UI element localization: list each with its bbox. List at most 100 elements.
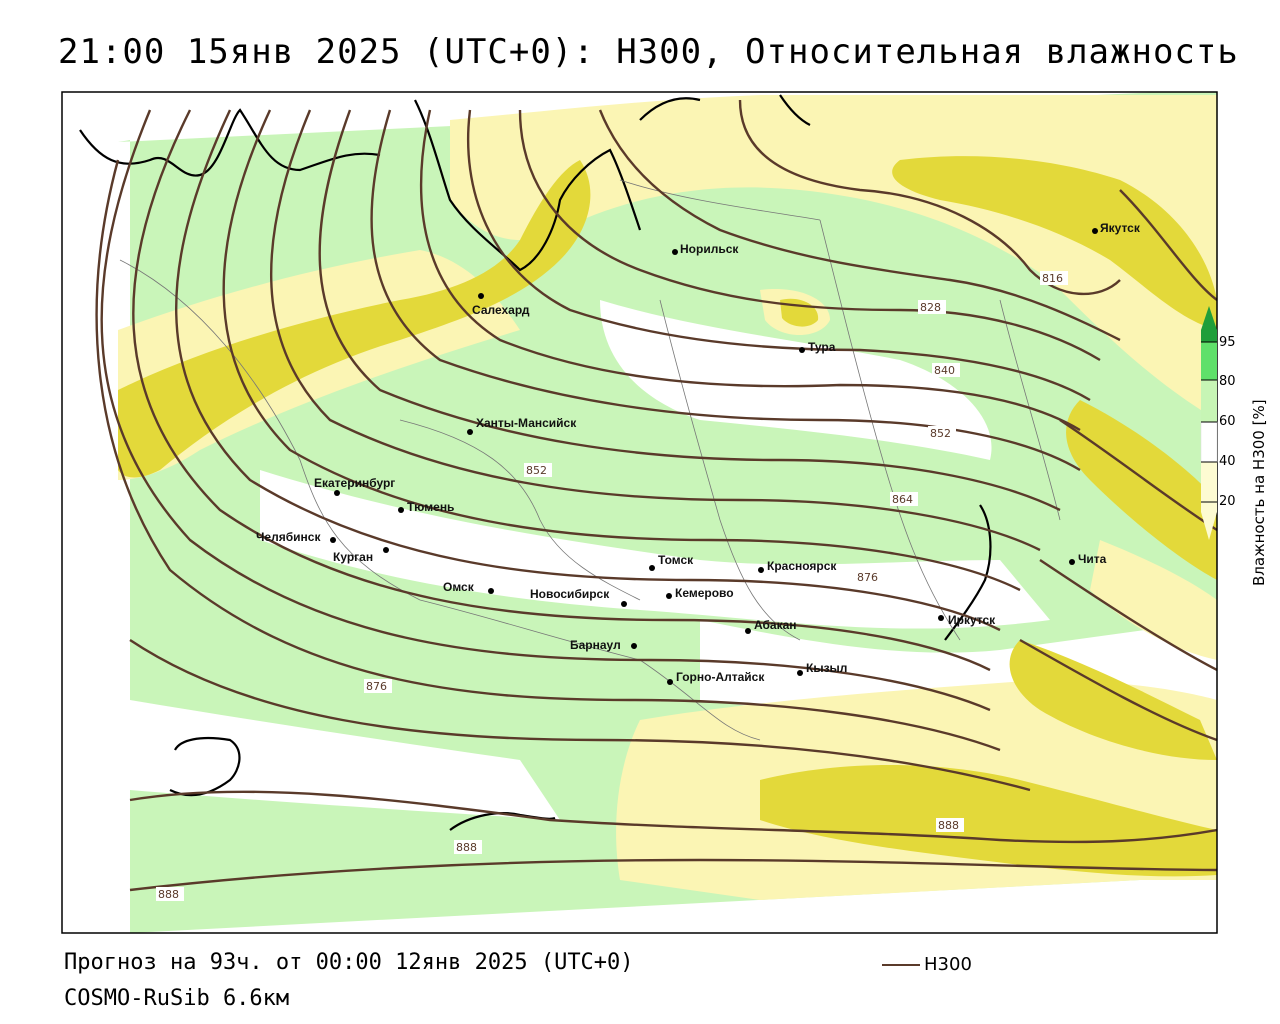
humidity-area-dry <box>1066 400 1217 580</box>
colorbar-title: Влажность на H300 [%] <box>1250 399 1268 586</box>
contour-label: 876 <box>366 680 387 693</box>
cities: Якутск Норильск Салехард Тура Ханты-Манс… <box>256 221 1141 685</box>
contour-line <box>598 109 1121 342</box>
contour-label: 852 <box>526 464 547 477</box>
contour-label: 840 <box>934 364 955 377</box>
contour-line <box>269 109 1041 552</box>
map-frame <box>61 91 1218 934</box>
colorbar-tick: 20 <box>1219 494 1236 509</box>
legend-line-swatch <box>882 964 920 966</box>
coastline <box>779 94 811 126</box>
contour-line <box>129 639 1031 792</box>
city-marker <box>938 615 944 621</box>
contour-label: 876 <box>857 571 878 584</box>
legend-label: H300 <box>924 954 972 975</box>
city-label: Тюмень <box>407 500 454 514</box>
colorbar-tick: 40 <box>1219 454 1236 469</box>
model-info: COSMO-RuSib 6.6км <box>64 986 290 1011</box>
colorbar-segment-60 <box>1201 380 1217 422</box>
caspian-coast <box>169 736 241 797</box>
contour-labels: 816 828 840 852 852 864 876 876 888 888 … <box>156 271 1068 901</box>
contour-line <box>318 109 1061 512</box>
coastline <box>79 108 381 177</box>
humidity-area-dry <box>760 765 1217 877</box>
city-label: Курган <box>333 550 373 564</box>
colorbar-tick: 80 <box>1219 374 1236 389</box>
city-label: Томск <box>658 553 694 567</box>
contour-line <box>518 109 1101 362</box>
city-marker <box>631 643 637 649</box>
colorbar <box>1200 306 1218 540</box>
city-marker <box>383 547 389 553</box>
contour-line <box>132 109 991 672</box>
contour-line <box>1039 559 1217 672</box>
city-marker <box>621 601 627 607</box>
coastline <box>414 99 642 272</box>
colorbar-segment-20 <box>1201 462 1217 512</box>
contour-line <box>129 858 1217 892</box>
city-label: Кызыл <box>806 661 847 675</box>
city-marker <box>398 507 404 513</box>
coastlines <box>79 94 992 831</box>
contour-label: 864 <box>892 493 913 506</box>
humidity-area-dry <box>892 156 1217 330</box>
city-label: Челябинск <box>256 530 321 544</box>
city-marker <box>488 588 494 594</box>
city-label: Екатеринбург <box>314 476 395 490</box>
city-marker <box>758 567 764 573</box>
city-label: Ханты-Мансийск <box>476 416 577 430</box>
city-marker <box>467 429 473 435</box>
city-label: Красноярск <box>767 559 837 573</box>
contour-line <box>1119 189 1217 301</box>
city-marker <box>797 670 803 676</box>
contour-line <box>370 109 1081 472</box>
city-marker <box>330 537 336 543</box>
city-marker <box>799 347 805 353</box>
border <box>399 419 641 601</box>
contour-line <box>222 109 1021 592</box>
colorbar-segment-80 <box>1201 342 1217 380</box>
contour-line <box>95 159 1001 752</box>
city-marker <box>666 593 672 599</box>
contour-line <box>1019 638 1217 742</box>
border <box>659 299 801 641</box>
city-label: Кемерово <box>675 586 734 600</box>
city-marker <box>649 565 655 571</box>
city-label: Омск <box>443 580 475 594</box>
contour-line <box>100 109 991 712</box>
contour-line <box>419 109 1081 432</box>
map-title: 21:00 15янв 2025 (UTC+0): H300, Относите… <box>58 32 1239 72</box>
humidity-area-dry <box>1009 640 1217 760</box>
humidity-area-dry <box>118 160 591 478</box>
colorbar-top-triangle <box>1201 306 1217 330</box>
city-marker <box>745 628 751 634</box>
contour-line <box>175 109 1001 632</box>
city-label: Салехард <box>472 303 530 317</box>
city-label: Горно-Алтайск <box>676 670 765 684</box>
contour-label: 888 <box>456 841 477 854</box>
contour-line <box>738 99 1121 296</box>
contour-line <box>466 109 1091 402</box>
contour-label: 816 <box>1042 272 1063 285</box>
city-marker <box>672 249 678 255</box>
contour-label: 852 <box>930 427 951 440</box>
city-label: Норильск <box>680 242 739 256</box>
city-label: Барнаул <box>570 638 621 652</box>
city-label: Новосибирск <box>530 587 610 601</box>
lake-baikal <box>944 504 992 641</box>
city-marker <box>1092 228 1098 234</box>
colorbar-tick: 95 <box>1219 335 1236 350</box>
contour-label: 888 <box>938 819 959 832</box>
city-label: Чита <box>1078 552 1107 566</box>
city-marker <box>667 679 673 685</box>
forecast-info: Прогноз на 93ч. от 00:00 12янв 2025 (UTC… <box>64 950 634 975</box>
contour-label: 828 <box>920 301 941 314</box>
contour-line <box>1059 419 1217 532</box>
colorbar-segment-95 <box>1201 330 1217 342</box>
contour-label: 888 <box>158 888 179 901</box>
city-marker <box>334 490 340 496</box>
colorbar-segment-40 <box>1200 421 1218 463</box>
humidity-area-40 <box>130 700 560 820</box>
humidity-fields <box>118 92 1217 933</box>
border <box>999 299 1061 521</box>
